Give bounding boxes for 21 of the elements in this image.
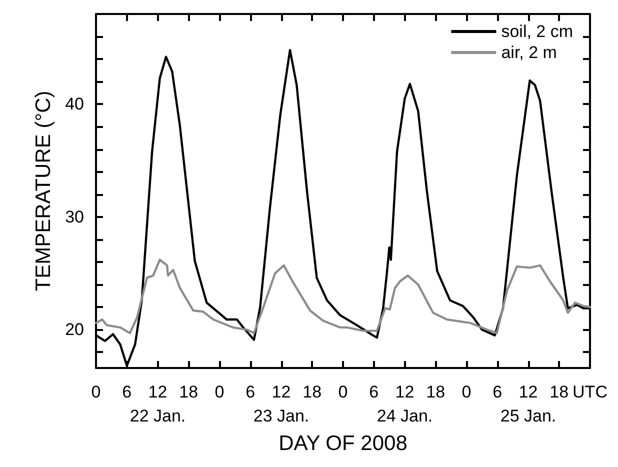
x-tick-label: 0	[462, 382, 472, 402]
x-tick-label: 18	[302, 382, 322, 402]
y-axis-title: TEMPERATURE (°C)	[32, 90, 55, 292]
x-tick-label: 6	[246, 382, 256, 402]
x-tick-label: 18	[426, 382, 446, 402]
x-tick-label: 6	[369, 382, 379, 402]
x-tick-label: 6	[492, 382, 502, 402]
x-tick-label: UTC	[572, 382, 608, 402]
x-tick-label: 0	[338, 382, 348, 402]
x-axis-title: DAY OF 2008	[278, 432, 408, 455]
legend-label: air, 2 m	[501, 43, 557, 62]
x-tick-label: 18	[179, 382, 198, 402]
y-tick-label: 40	[65, 94, 84, 114]
x-tick-label: 6	[122, 382, 132, 402]
x-tick-label: 18	[550, 382, 569, 402]
y-tick-label: 20	[65, 320, 84, 340]
x-tick-label: 0	[91, 382, 101, 402]
line-series	[94, 258, 592, 334]
y-tick-label: 30	[65, 207, 84, 226]
x-tick-label: 0	[214, 382, 224, 402]
legend-label: soil, 2 cm	[501, 22, 574, 41]
